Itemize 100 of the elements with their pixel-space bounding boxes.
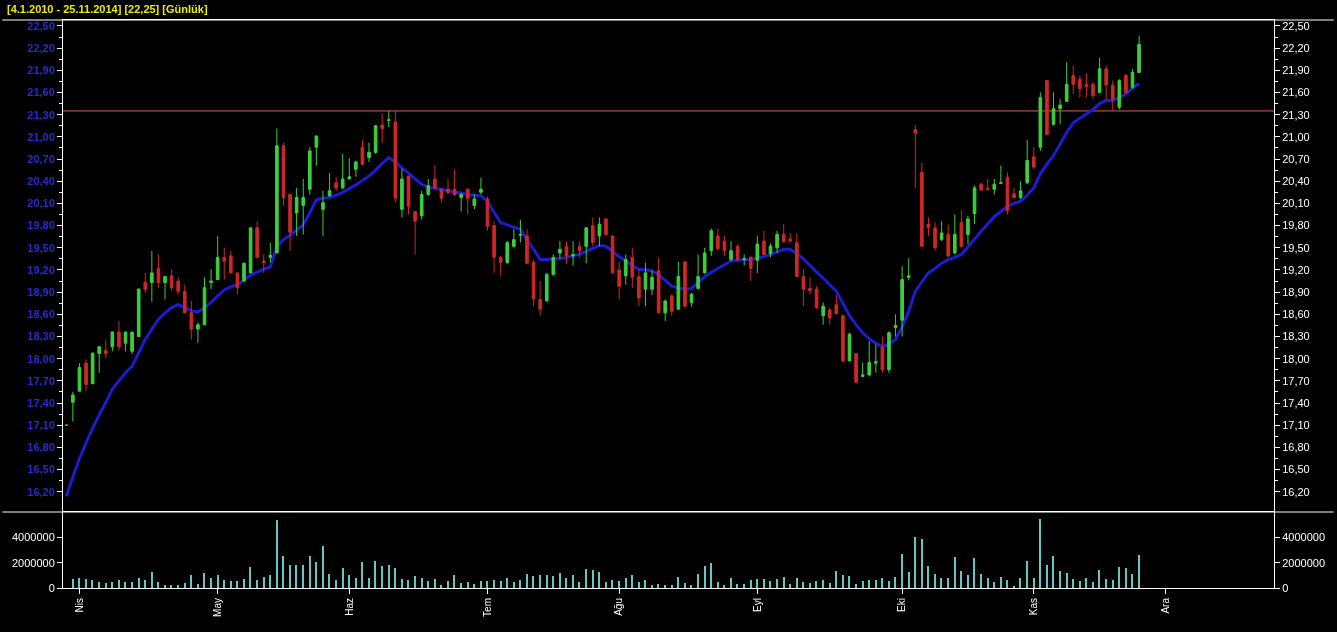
bar: [710, 563, 712, 588]
bar: [1105, 579, 1107, 588]
candlestick: [610, 235, 615, 274]
bar: [835, 571, 837, 588]
bar: [559, 573, 561, 588]
bar: [1019, 578, 1021, 588]
candlestick: [656, 256, 661, 314]
y2-tick-label: 22,20: [1282, 41, 1310, 54]
bar: [631, 575, 633, 588]
y-tick-label: 16,80: [27, 441, 55, 454]
bar: [921, 539, 923, 588]
candlestick: [380, 112, 385, 144]
bar: [85, 579, 87, 588]
candlestick: [215, 235, 220, 281]
bar: [1046, 565, 1048, 588]
candlestick: [321, 190, 325, 237]
bar: [954, 557, 956, 588]
y2-tick-label: 16,50: [1282, 463, 1310, 476]
candlestick: [801, 268, 806, 307]
bar: [519, 580, 521, 588]
bar: [223, 580, 225, 588]
y2-tick-label: 19,80: [1282, 219, 1310, 232]
candlestick: [755, 235, 760, 274]
bar: [348, 575, 350, 588]
y2-tick-label: 16,80: [1282, 441, 1310, 454]
y2-tick-label: 20,40: [1282, 175, 1310, 188]
y2-tick-label: 16,20: [1282, 485, 1310, 498]
bar: [230, 581, 232, 588]
candlestick: [591, 216, 595, 247]
candlestick: [637, 268, 641, 307]
candlestick: [900, 265, 904, 337]
y-tick-label: 21,90: [27, 64, 55, 77]
y2-tick-label: 19,20: [1282, 263, 1310, 276]
candlestick: [623, 253, 628, 286]
bar: [565, 578, 567, 588]
bar: [374, 561, 376, 588]
bar: [263, 577, 265, 588]
bar: [940, 578, 942, 588]
candlestick: [597, 216, 602, 247]
bar: [105, 583, 107, 588]
candlestick: [209, 268, 213, 290]
candlestick: [275, 128, 279, 254]
bar: [98, 582, 100, 588]
bar: [605, 582, 607, 588]
bar: [618, 581, 620, 588]
y2-tick-label: 18,30: [1282, 330, 1310, 343]
bar: [1112, 580, 1114, 588]
bar: [539, 575, 541, 588]
bar: [704, 566, 706, 588]
candlestick: [531, 259, 536, 307]
bar: [862, 581, 864, 588]
bar: [269, 575, 271, 588]
bar: [355, 578, 357, 588]
candlestick: [860, 361, 865, 377]
candlestick: [1137, 35, 1141, 73]
candlestick: [814, 285, 819, 310]
bar: [868, 580, 870, 588]
y2-tick-label: 18,90: [1282, 285, 1310, 298]
bar: [328, 574, 330, 588]
candlestick: [788, 232, 793, 244]
bar: [598, 572, 600, 588]
candlestick: [1071, 65, 1076, 95]
bar: [1026, 561, 1028, 588]
candlestick: [354, 160, 358, 178]
candlestick: [261, 253, 266, 274]
bar: [157, 582, 159, 588]
bar: [750, 580, 752, 588]
bar: [335, 580, 337, 588]
candlestick: [367, 142, 371, 163]
candlestick: [966, 215, 970, 245]
candlestick: [887, 330, 891, 374]
bar: [131, 582, 133, 588]
candlestick: [433, 165, 437, 190]
candlestick: [400, 168, 404, 218]
bar: [947, 578, 949, 588]
x-tick-label: May: [211, 598, 223, 617]
y2-tick-label: 21,90: [1282, 64, 1310, 77]
bar: [578, 582, 580, 588]
candlestick: [117, 320, 121, 352]
candlestick: [544, 272, 549, 302]
y-tick-label: 21,60: [27, 86, 55, 99]
bar: [717, 582, 719, 588]
candlestick: [525, 228, 529, 265]
bar: [697, 574, 699, 588]
bar: [295, 565, 297, 588]
y2-tick-label: 0: [1282, 581, 1289, 594]
candlestick: [229, 250, 233, 274]
bar: [855, 584, 857, 588]
candlestick: [90, 351, 95, 385]
candlestick: [729, 240, 733, 262]
bar: [1118, 567, 1120, 588]
candlestick: [130, 331, 134, 355]
candlestick: [827, 307, 832, 326]
candlestick: [571, 240, 575, 266]
candlestick: [939, 220, 944, 242]
candlestick: [630, 247, 635, 289]
bar: [1052, 556, 1054, 588]
candlestick: [1124, 73, 1128, 95]
candlestick: [360, 139, 365, 167]
candlestick: [373, 124, 378, 155]
